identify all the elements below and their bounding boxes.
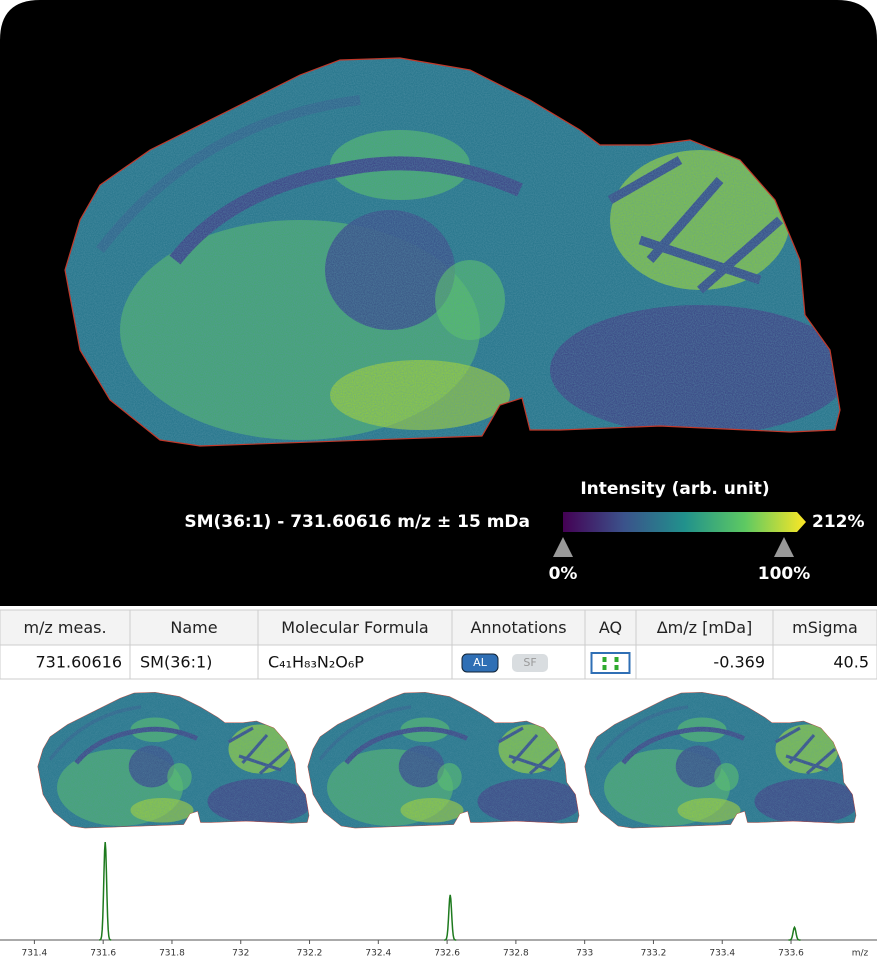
annotation-label: AL — [473, 656, 488, 669]
spectrum: 731.4 731.6 731.8 732 732.2 732.4 732.6 732.8 73… — [0, 841, 877, 959]
x-tick-label: 732.8 — [503, 949, 529, 959]
peak — [788, 925, 801, 941]
aq-cell — [614, 665, 619, 670]
annotation-label: SF — [523, 656, 536, 669]
x-tick-label: 732 — [232, 949, 249, 959]
x-tick-label: 731.6 — [90, 949, 116, 959]
peak — [444, 894, 457, 941]
table-cell: -0.369 — [713, 653, 765, 672]
aq-cell — [602, 665, 607, 670]
x-tick-label: 733.2 — [641, 949, 667, 959]
x-tick-label: 733.4 — [709, 949, 735, 959]
column-header: Annotations — [470, 618, 566, 637]
x-tick-label: 731.4 — [22, 949, 48, 959]
colorbar — [563, 512, 806, 532]
aq-cell — [614, 657, 619, 662]
x-axis-label: m/z — [852, 949, 869, 959]
table-cell: 40.5 — [833, 653, 869, 672]
aq-cell — [602, 657, 607, 662]
x-tick-label: 732.4 — [365, 949, 391, 959]
column-header: AQ — [599, 618, 622, 637]
table-row-bg — [0, 644, 877, 680]
colorbar-min: 0% — [549, 564, 578, 584]
column-header: Name — [170, 618, 217, 637]
x-tick-label: 733.6 — [778, 949, 804, 959]
column-header: m/z meas. — [23, 618, 106, 637]
x-tick-label: 731.8 — [159, 949, 185, 959]
colorbar-marker — [774, 537, 794, 557]
table-cell: C₄₁H₈₃N₂O₆P — [268, 653, 364, 672]
column-header: mSigma — [792, 618, 858, 637]
annotation-badge[interactable] — [461, 653, 499, 673]
table-cell: SM(36:1) — [140, 653, 212, 672]
x-tick-label: 733 — [576, 949, 593, 959]
x-tick-label: 732.2 — [297, 949, 323, 959]
peak — [99, 841, 112, 941]
image-label: SM(36:1) - 731.60616 m/z ± 15 mDa — [184, 512, 530, 532]
aq-indicator — [590, 652, 631, 674]
colorbar-title: Intensity (arb. unit) — [580, 479, 769, 499]
table: m/z meas. Name Molecular Formula Annotation… — [0, 609, 877, 680]
column-header: Δm/z [mDa] — [657, 618, 753, 637]
table-cell: 731.60616 — [35, 653, 122, 672]
colorbar-marker — [553, 537, 573, 557]
annotation-badge[interactable] — [512, 654, 548, 672]
colorbar-max: 212% — [812, 512, 865, 532]
x-tick-label: 732.6 — [434, 949, 460, 959]
colorbar-mid: 100% — [758, 564, 811, 584]
column-header: Molecular Formula — [281, 618, 428, 637]
